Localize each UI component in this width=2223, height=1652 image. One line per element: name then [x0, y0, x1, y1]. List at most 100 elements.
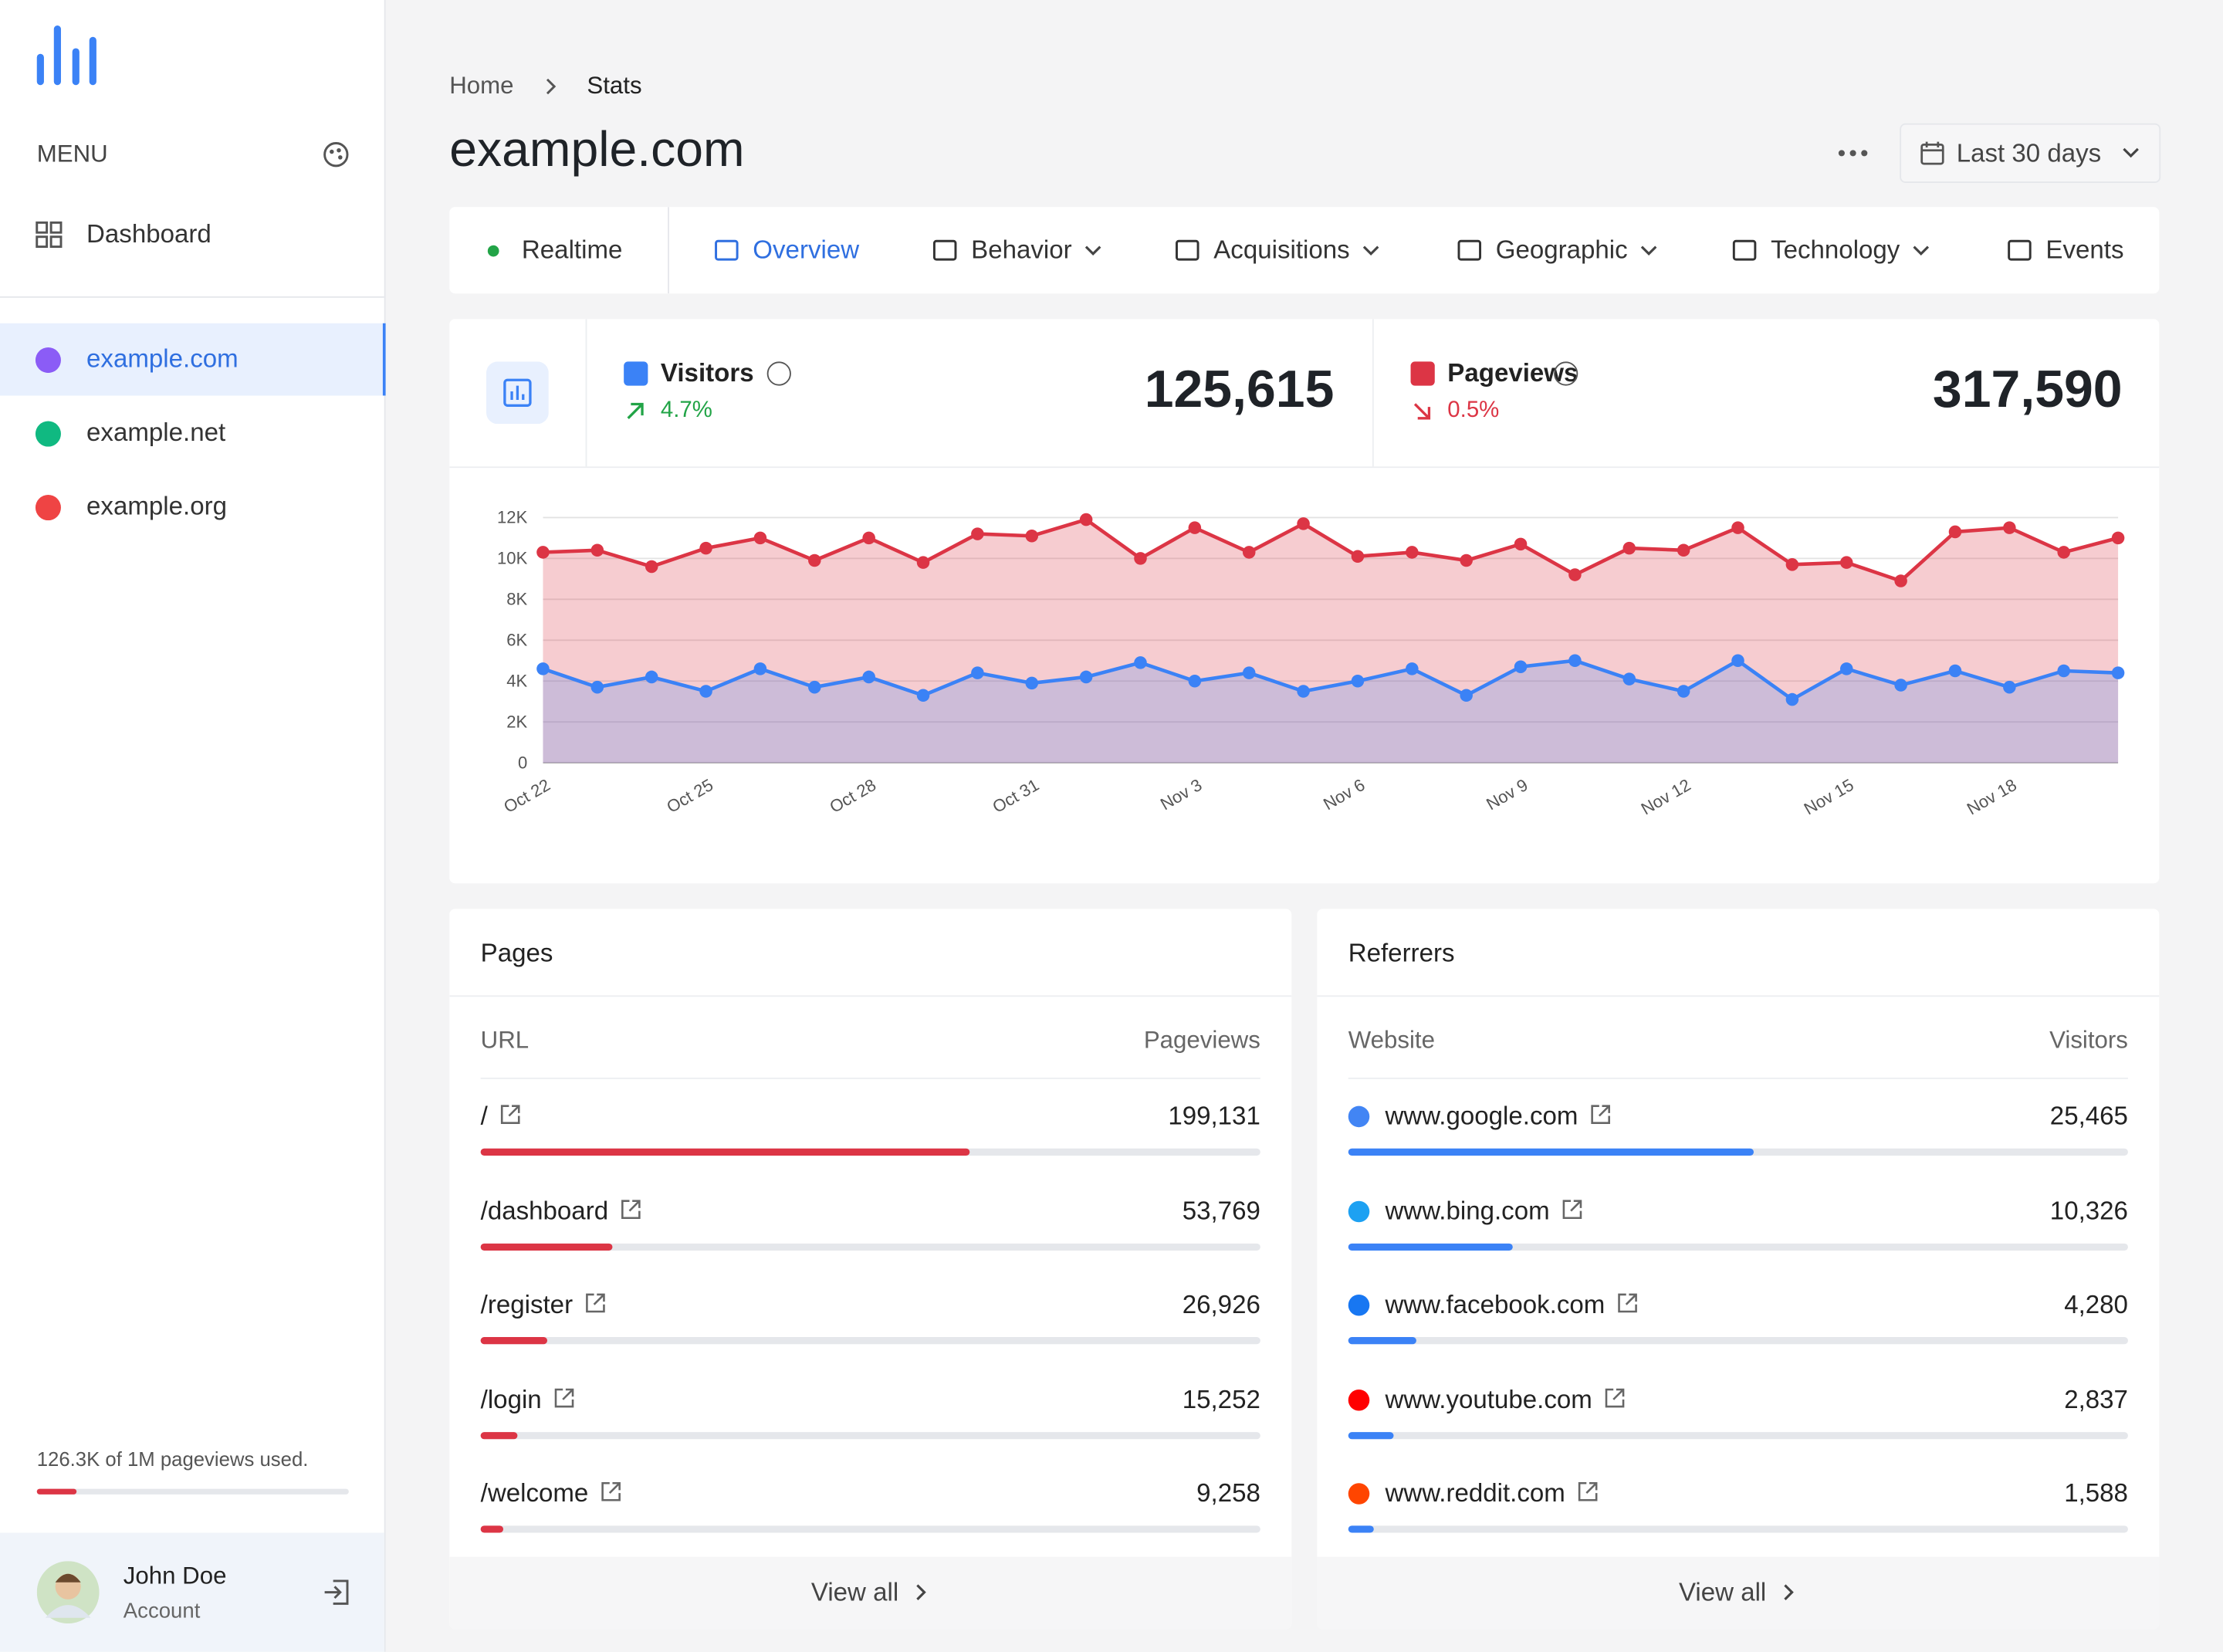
external-link-icon[interactable]: [620, 1197, 642, 1220]
site-icon: [35, 421, 61, 447]
external-link-icon[interactable]: [584, 1291, 607, 1314]
bar: [1348, 1337, 1417, 1345]
divider: [449, 995, 1292, 997]
chart-icon: [486, 361, 549, 425]
point: [1134, 656, 1147, 669]
point: [1622, 541, 1636, 555]
view-all[interactable]: View all: [1317, 1578, 2159, 1608]
view-all[interactable]: View all: [449, 1578, 1291, 1608]
info-icon: [1554, 361, 1578, 386]
row-label[interactable]: www.bing.com: [1385, 1196, 1583, 1226]
row-label[interactable]: /dashboard: [481, 1196, 643, 1226]
point: [590, 680, 604, 694]
bar: [480, 1148, 970, 1156]
row-value: 10,326: [2049, 1196, 2128, 1225]
area: [543, 520, 2119, 763]
site-link[interactable]: example.net: [86, 418, 226, 447]
point: [862, 670, 875, 684]
y-tick-label: 4K: [506, 672, 527, 691]
usage-track: [36, 1488, 349, 1495]
tab[interactable]: Behavior: [971, 235, 1103, 266]
site-link[interactable]: example.com: [86, 344, 239, 374]
logout-icon[interactable]: [322, 1578, 350, 1606]
point: [1406, 662, 1419, 675]
external-link-icon[interactable]: [600, 1481, 622, 1503]
point: [1297, 685, 1310, 698]
card-title: Pages: [480, 938, 553, 967]
point: [1894, 679, 1907, 692]
y-tick-label: 0: [518, 753, 527, 773]
point: [1948, 525, 1962, 539]
more-button[interactable]: [1837, 147, 1868, 159]
chevron-path: [1362, 245, 1379, 256]
row-label[interactable]: /register: [481, 1290, 607, 1320]
row-label[interactable]: www.facebook.com: [1385, 1290, 1639, 1320]
external-link-icon[interactable]: [1589, 1103, 1612, 1126]
tab-icon: [715, 239, 739, 261]
stat-change: 0.5%: [1447, 398, 1500, 423]
nav-item[interactable]: Dashboard: [86, 219, 211, 249]
point: [971, 666, 984, 679]
icon-shape: [586, 1293, 605, 1313]
external-link-icon[interactable]: [1561, 1197, 1583, 1220]
y-tick-label: 6K: [506, 631, 527, 650]
icon-shape: [621, 1199, 641, 1219]
row-label[interactable]: /: [481, 1102, 522, 1132]
arrow: [1413, 403, 1431, 420]
site-favicon: [1348, 1294, 1370, 1316]
divider: [449, 466, 2160, 469]
external-link-icon[interactable]: [1603, 1386, 1626, 1408]
point: [1677, 543, 1690, 557]
y-tick-label: 8K: [506, 590, 527, 609]
site-icon: [35, 347, 61, 374]
point: [1188, 521, 1202, 534]
external-link-icon[interactable]: [1577, 1481, 1599, 1503]
tab[interactable]: Geographic: [1496, 235, 1659, 266]
trend-icon: [627, 402, 644, 420]
breadcrumb-home[interactable]: Home: [449, 72, 514, 100]
line: [543, 517, 2119, 584]
icon-shape: [1732, 239, 1757, 261]
bar-track: [480, 1148, 1260, 1156]
tab[interactable]: Technology: [1771, 235, 1931, 266]
y-tick-label: 2K: [506, 713, 527, 732]
bar-track: [480, 1525, 1260, 1533]
external-link-icon[interactable]: [499, 1103, 522, 1126]
overview-card: 0 2K 4K 6K 8K 10K 12K Oct 22 Oct 25 Oct 28 Oct 31 N…: [449, 319, 2160, 884]
point: [1351, 674, 1365, 688]
row-value: 53,769: [1182, 1196, 1260, 1225]
external-link-icon[interactable]: [553, 1386, 575, 1408]
point: [971, 527, 984, 540]
point: [1406, 546, 1419, 559]
logo: [36, 25, 96, 86]
site-favicon: [1348, 1483, 1370, 1505]
user-role: Account: [123, 1599, 201, 1624]
user-name: John Doe: [123, 1562, 227, 1589]
row-label[interactable]: www.reddit.com: [1385, 1479, 1599, 1509]
row-value: 25,465: [2049, 1102, 2128, 1130]
point: [1242, 546, 1256, 559]
tab-icon: [1457, 239, 1482, 261]
chevron: [1362, 245, 1379, 256]
site-link[interactable]: example.org: [86, 492, 227, 521]
point: [1025, 529, 1039, 543]
tab[interactable]: Events: [2045, 235, 2124, 264]
row-label[interactable]: www.google.com: [1385, 1102, 1612, 1132]
tab[interactable]: Acquisitions: [1213, 235, 1381, 266]
date-range-button[interactable]: Last 30 days: [1900, 123, 2161, 183]
point: [1297, 517, 1310, 530]
tab[interactable]: Realtime: [521, 235, 623, 264]
point: [808, 553, 821, 567]
tab[interactable]: Overview: [753, 235, 860, 264]
external-link-icon[interactable]: [1616, 1291, 1639, 1314]
point: [1514, 660, 1528, 673]
point: [808, 680, 821, 694]
point: [1785, 558, 1799, 571]
theme-icon[interactable]: [322, 140, 350, 169]
icon-shape: [2008, 239, 2032, 261]
row-label[interactable]: /login: [481, 1385, 576, 1415]
point: [645, 560, 658, 574]
row-label[interactable]: /welcome: [481, 1479, 623, 1509]
row-label[interactable]: www.youtube.com: [1385, 1385, 1626, 1415]
bar: [1348, 1148, 1754, 1156]
